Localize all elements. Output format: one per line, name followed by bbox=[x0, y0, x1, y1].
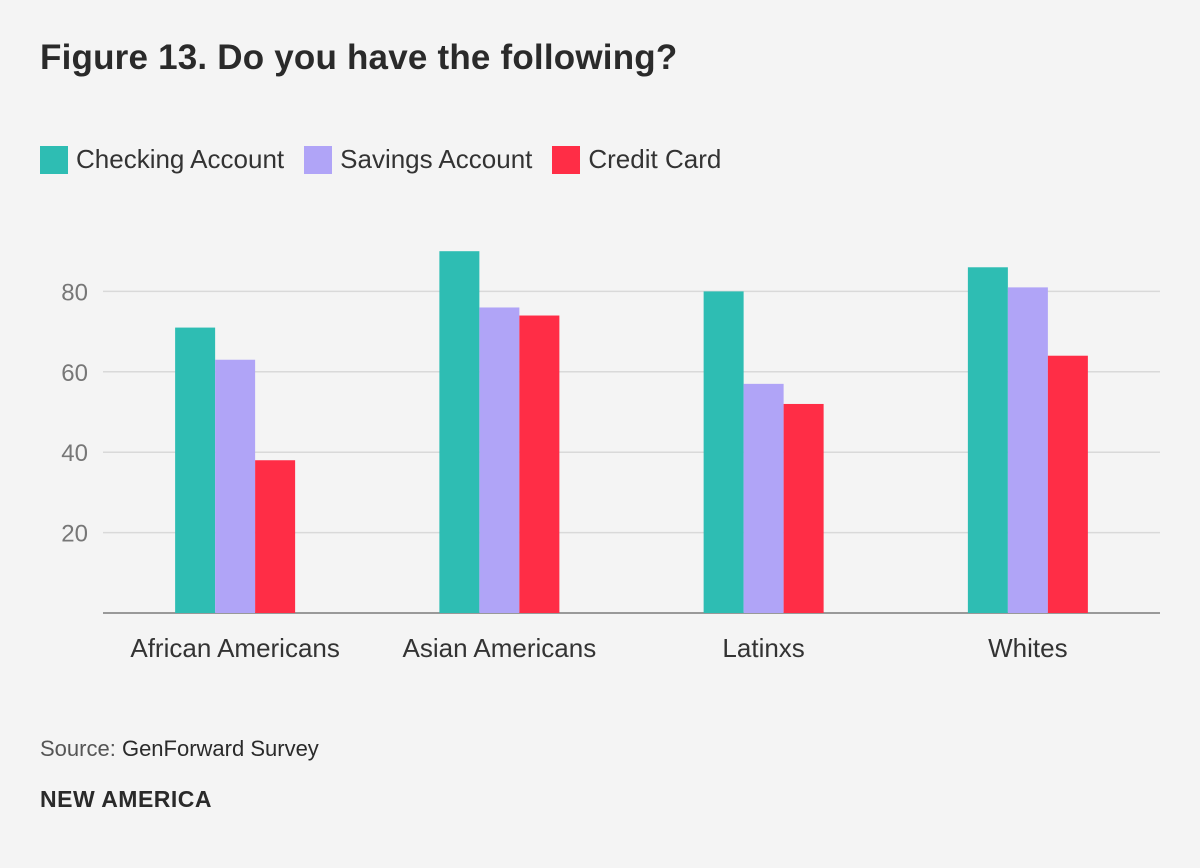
chart-title: Figure 13. Do you have the following? bbox=[40, 38, 678, 77]
bar-3-0 bbox=[967, 267, 1008, 613]
legend-swatch-checking bbox=[40, 145, 68, 174]
bar-0-1 bbox=[215, 359, 256, 613]
bar-2-1 bbox=[743, 383, 784, 613]
bar-1-0 bbox=[439, 251, 480, 613]
y-tick-label-80: 80 bbox=[61, 279, 88, 306]
bar-chart: 20 40 60 80 African Americans Asian Americans… bbox=[61, 251, 1160, 663]
y-tick-label-60: 60 bbox=[61, 360, 88, 387]
legend-swatch-savings bbox=[304, 145, 333, 174]
bar-2-0 bbox=[703, 291, 744, 613]
legend-swatch-credit bbox=[552, 145, 581, 174]
bar-1-2 bbox=[519, 315, 560, 613]
bar-3-2 bbox=[1047, 355, 1088, 613]
bar-0-2 bbox=[255, 460, 296, 613]
y-tick-label-20: 20 bbox=[61, 521, 88, 548]
legend: Checking Account Savings Account Credit … bbox=[40, 144, 741, 175]
bar-2-2 bbox=[783, 403, 824, 613]
source-label: Source: bbox=[40, 736, 116, 761]
legend-item-savings: Savings Account bbox=[304, 144, 532, 175]
bar-0-0 bbox=[175, 327, 216, 613]
y-tick-label-40: 40 bbox=[61, 440, 88, 467]
x-tick-label-0: African Americans bbox=[130, 633, 340, 663]
legend-label-credit: Credit Card bbox=[588, 144, 722, 174]
legend-item-checking: Checking Account bbox=[40, 144, 284, 175]
source-note: Source: GenForward Survey bbox=[40, 736, 319, 762]
x-tick-label-2: Latinxs bbox=[722, 633, 804, 663]
legend-label-checking: Checking Account bbox=[76, 144, 285, 174]
source-text: GenForward Survey bbox=[121, 736, 319, 761]
x-tick-label-3: Whites bbox=[988, 633, 1067, 663]
bar-1-1 bbox=[479, 307, 520, 613]
legend-item-credit: Credit Card bbox=[552, 144, 721, 175]
x-tick-label-1: Asian Americans bbox=[403, 633, 597, 663]
brand-logo-text: NEW AMERICA bbox=[40, 786, 213, 812]
legend-label-savings: Savings Account bbox=[340, 144, 533, 174]
bar-3-1 bbox=[1007, 287, 1048, 613]
